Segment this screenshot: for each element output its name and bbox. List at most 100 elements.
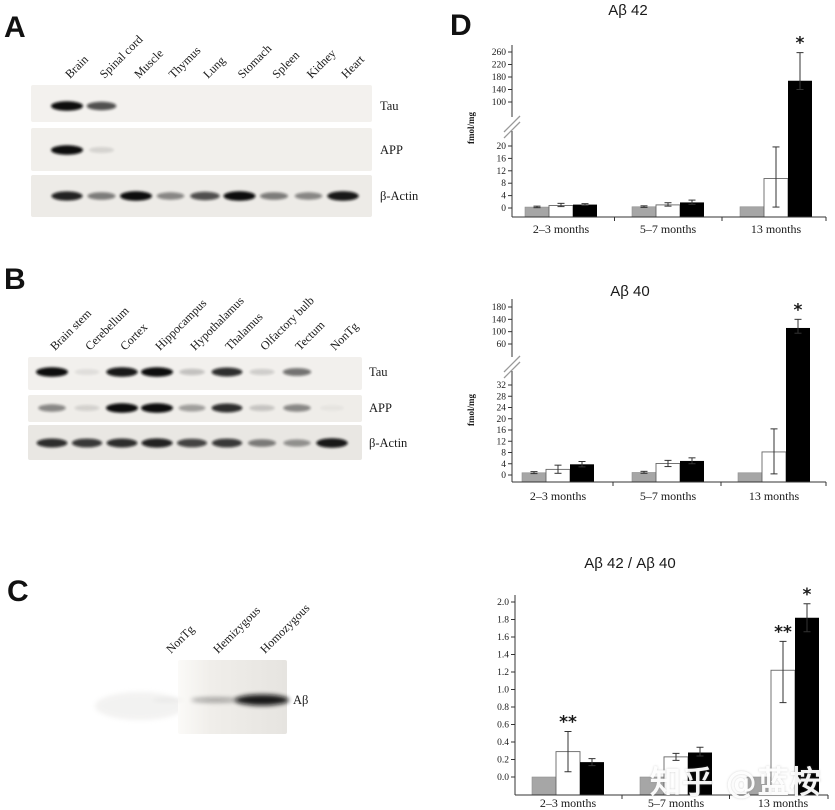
protein-band (191, 697, 239, 703)
bar-gray-2 (737, 472, 763, 483)
protein-band (211, 438, 243, 448)
chart-title: Aβ 42 / Aβ 40 (584, 555, 675, 572)
bar-gray-0 (531, 776, 557, 796)
protein-band (282, 368, 312, 376)
category-label: 2–3 months (540, 796, 597, 810)
axis-break-mark (503, 355, 521, 373)
protein-band (74, 404, 100, 412)
category-label: 2–3 months (533, 222, 590, 236)
protein-band (294, 192, 323, 200)
y-tick-label: 0.4 (497, 738, 509, 748)
protein-band (36, 367, 68, 377)
lane-label: Brain (62, 52, 91, 81)
protein-band (190, 191, 220, 201)
y-tick-label: 220 (492, 61, 507, 71)
protein-band (211, 367, 243, 377)
protein-band (36, 438, 68, 448)
y-tick-label: 0.2 (497, 756, 509, 766)
y-tick-label: 16 (497, 426, 507, 436)
protein-band (38, 404, 66, 412)
lane-label: Lung (200, 53, 228, 81)
protein-band (260, 192, 288, 200)
y-tick-label: 100 (492, 328, 507, 338)
bar-black-1 (680, 202, 704, 217)
blot-row-label: Aβ (293, 693, 308, 707)
protein-band (71, 438, 103, 448)
y-tick-label: 100 (492, 98, 507, 108)
blot-strip (178, 660, 287, 734)
protein-band (141, 438, 173, 448)
y-tick-label: 140 (492, 86, 507, 96)
lane-label: Kidney (304, 46, 339, 81)
protein-band (316, 438, 348, 448)
protein-band (87, 192, 116, 200)
protein-band (74, 369, 100, 375)
y-tick-label: 20 (497, 142, 507, 152)
significance-mark: ** (559, 713, 577, 733)
protein-band (249, 368, 275, 376)
y-tick-label: 32 (497, 381, 507, 391)
background-smear (95, 692, 185, 720)
protein-band (106, 438, 138, 448)
y-axis-label: fmol/mg (466, 394, 476, 426)
axis-break-mark (503, 121, 521, 139)
panel-letter-c: C (7, 575, 29, 608)
category-label: 13 months (749, 489, 800, 503)
significance-mark: * (796, 34, 805, 54)
y-tick-label: 0.8 (497, 703, 509, 713)
bar-black-0 (570, 464, 594, 482)
y-tick-label: 1.2 (497, 668, 509, 678)
panel-letter-b: B (4, 263, 26, 296)
lane-label: NonTg (327, 319, 361, 353)
bar-gray-1 (631, 206, 657, 218)
category-label: 2–3 months (530, 489, 587, 503)
watermark: 知乎 @蓝桉 (650, 765, 822, 801)
bar-white-1 (655, 204, 681, 218)
lane-label: Hemizygous (210, 603, 263, 656)
protein-band (235, 694, 289, 706)
y-tick-label: 180 (492, 73, 507, 83)
protein-band (120, 191, 152, 201)
y-tick-label: 20 (497, 415, 507, 425)
lane-label: Stomach (235, 42, 275, 82)
protein-band (319, 405, 345, 411)
protein-band (141, 367, 173, 377)
y-tick-label: 0 (501, 471, 506, 481)
category-label: 13 months (758, 796, 809, 810)
y-tick-label: 1.8 (497, 616, 509, 626)
protein-band (89, 146, 114, 154)
y-tick-label: 180 (492, 303, 507, 313)
y-tick-label: 140 (492, 315, 507, 325)
bar-gray-0 (521, 472, 547, 483)
y-tick-label: 12 (497, 167, 507, 177)
lane-label: Homozygous (257, 601, 312, 656)
blot-row-label: β-Actin (369, 436, 408, 450)
lane-label: Spleen (269, 48, 302, 81)
bar-black-1 (688, 752, 712, 795)
significance-mark: * (794, 300, 803, 320)
protein-band (106, 367, 138, 377)
protein-band (283, 404, 311, 412)
y-tick-label: 24 (497, 404, 507, 414)
lane-label: Tectum (292, 317, 328, 353)
y-axis-label: fmol/mg (466, 112, 476, 144)
chart-title: Aβ 42 (608, 2, 648, 19)
bar-black-2 (786, 327, 810, 482)
blot-row-label: Tau (380, 99, 399, 113)
bar-gray-1 (631, 472, 657, 483)
significance-mark: ** (774, 622, 792, 642)
chart-3: Aβ 42 / Aβ 40 0.0 0.2 0.4 0.6 0.8 1.0 1.2 1.4 1.6… (497, 555, 829, 810)
y-tick-label: 16 (497, 154, 507, 164)
y-tick-label: 1.6 (497, 633, 509, 643)
protein-band (51, 101, 83, 111)
blot-row-label: APP (380, 143, 403, 157)
y-tick-label: 8 (501, 179, 506, 189)
y-tick-label: 260 (492, 48, 507, 58)
y-tick-label: 0.6 (497, 721, 509, 731)
